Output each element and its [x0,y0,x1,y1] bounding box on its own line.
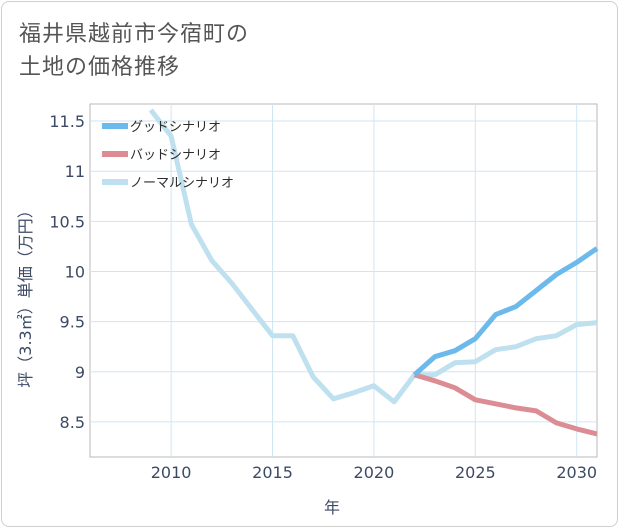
plot-area-border [89,103,598,458]
x-tick-label: 2010 [151,463,192,482]
y-tick-label: 11.5 [49,112,85,131]
x-tick-label: 2020 [354,463,395,482]
y-tick-label: 10.5 [49,212,85,231]
y-tick-label: 9 [75,363,85,382]
chart-title-line-1: 福井県越前市今宿町の [19,22,250,47]
tick-labels: 2010 2015 2020 2025 2030 8.5 9 9.5 10 10.5 11 11.5 [49,112,597,482]
y-tick-label: 10 [65,262,85,281]
y-axis-label: 坪（3.3㎡）単価（万円） [16,202,35,387]
legend-label: ノーマルシナリオ [130,176,234,191]
series-line-2 [148,108,598,405]
y-tick-label: 8.5 [60,413,85,432]
x-tick-label: 2030 [556,463,597,482]
series-line-1 [413,372,598,437]
x-tick-label: 2015 [252,463,293,482]
y-tick-label: 9.5 [60,313,85,332]
x-tick-label: 2025 [455,463,496,482]
gridlines [90,104,597,457]
y-tick-label: 11 [65,162,85,181]
legend-label: グッドシナリオ [130,120,221,135]
chart-title-line-2: 土地の価格推移 [19,55,181,80]
chart-title: 福井県越前市今宿町の 土地の価格推移 [19,18,249,84]
legend-label: バッドシナリオ [130,148,221,163]
series-lines [148,108,599,437]
x-axis-label: 年 [324,498,340,517]
series-line-0 [412,246,599,377]
